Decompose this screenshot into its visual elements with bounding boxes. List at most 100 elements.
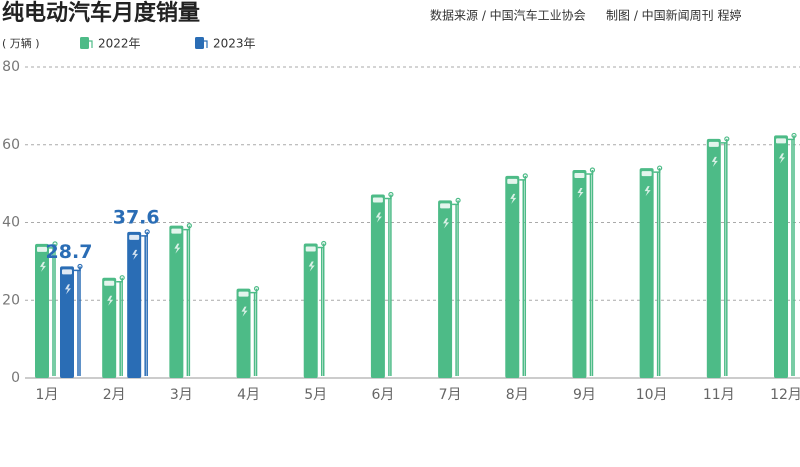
bar-bolt <box>577 188 584 199</box>
y-tick-label: 60 <box>2 137 20 153</box>
bar-cap <box>507 178 518 184</box>
bar-cap <box>708 141 719 147</box>
bar-cap <box>129 234 140 240</box>
bar-tube <box>183 225 191 376</box>
x-tick-label: 12月 <box>770 387 800 403</box>
legend-icon-tube <box>204 40 208 48</box>
bar-cap <box>440 203 451 209</box>
legend-icon <box>80 37 89 49</box>
bar-bolt <box>443 218 450 229</box>
bar-tube <box>49 243 56 376</box>
source: 数据来源 / 中国汽车工业协会 <box>430 8 586 23</box>
bar <box>639 168 654 378</box>
bar-tube <box>250 288 258 376</box>
bar-tube-tip <box>186 223 192 229</box>
bar <box>572 170 587 378</box>
bar-tube <box>788 135 795 376</box>
bar-cap <box>171 228 182 234</box>
bar <box>102 277 117 378</box>
x-tick-label: 8月 <box>506 387 529 403</box>
bar-bolt <box>132 249 139 260</box>
x-tick-label: 5月 <box>304 387 327 403</box>
bar-tube <box>74 266 81 376</box>
bar <box>774 135 788 378</box>
bar <box>706 138 721 378</box>
bar-tube-tip <box>119 275 125 281</box>
chart-title: 纯电动汽车月度销量 <box>2 0 200 26</box>
bar-tube-tip <box>253 285 260 292</box>
x-tick-label: 4月 <box>237 387 260 403</box>
y-axis-label: ( 万辆 ) <box>2 36 40 50</box>
bar <box>60 266 74 378</box>
bar-tube <box>116 277 123 376</box>
value-label: 37.6 <box>113 206 160 228</box>
bar-bolt <box>779 153 785 164</box>
bar-bolt <box>65 284 71 295</box>
bar-cap <box>104 280 115 286</box>
legend-label: 2023年 <box>213 37 256 51</box>
x-tick-label: 9月 <box>573 387 596 403</box>
bar-bolt <box>644 186 651 197</box>
bar-bolt <box>40 261 46 272</box>
bar <box>438 200 453 378</box>
x-tick-label: 6月 <box>371 387 394 403</box>
x-tick-label: 10月 <box>636 387 668 403</box>
bar-bolt <box>308 261 315 272</box>
bar-tube-tip <box>388 191 394 198</box>
bar-tube <box>720 138 728 376</box>
bar-cap <box>305 246 316 252</box>
legend-icon <box>195 37 204 49</box>
bar-tube <box>586 170 594 376</box>
bar-cap <box>372 197 383 203</box>
bar-bolt <box>510 193 517 204</box>
bar-tube <box>653 168 661 376</box>
x-tick-label: 1月 <box>36 387 59 403</box>
legend-label: 2022年 <box>98 37 141 51</box>
bar-tube-tip <box>522 173 528 179</box>
x-tick-label: 7月 <box>439 387 462 403</box>
x-tick-label: 2月 <box>103 387 126 403</box>
bar-cap <box>238 291 249 297</box>
bar-tube <box>384 194 392 376</box>
bar-tube-tip <box>791 132 797 139</box>
bar-cap <box>776 138 786 144</box>
credit: 制图 / 中国新闻周刊 程婷 <box>606 8 742 23</box>
bar <box>169 225 184 378</box>
bar <box>303 243 318 378</box>
bar-tube-tip <box>657 165 663 171</box>
y-tick-label: 80 <box>2 59 20 75</box>
x-tick-label: 11月 <box>703 387 735 403</box>
bar-tube-tip <box>77 263 83 270</box>
bar <box>35 243 49 378</box>
bar-cap <box>641 171 652 177</box>
bar-tube-tip <box>455 197 461 203</box>
bar-cap <box>37 246 47 252</box>
y-tick-label: 0 <box>11 370 20 386</box>
bar-tube <box>141 231 148 376</box>
bar-tube-tip <box>321 240 327 247</box>
bar-cap <box>62 269 72 275</box>
bar-cap <box>574 173 585 179</box>
bar <box>505 175 520 378</box>
y-tick-label: 20 <box>2 292 20 308</box>
bar <box>236 288 251 378</box>
bar-tube <box>317 243 325 376</box>
bar-tube-tip <box>724 136 730 142</box>
bar-bolt <box>375 212 382 223</box>
bar-bolt <box>107 295 114 306</box>
x-tick-label: 3月 <box>170 387 193 403</box>
legend-icon-tube <box>89 40 93 48</box>
bar <box>127 231 142 378</box>
value-label: 28.7 <box>46 241 93 263</box>
bar-tube-tip <box>52 241 58 247</box>
bar <box>370 194 385 378</box>
bar-bolt <box>174 243 181 254</box>
bar-bolt <box>711 156 718 167</box>
bar-tube <box>452 200 459 376</box>
y-tick-label: 40 <box>2 215 20 231</box>
bar-tube-tip <box>144 229 150 235</box>
bar-bolt <box>241 306 248 317</box>
bar-tube <box>519 175 527 376</box>
bar-tube-tip <box>589 167 596 173</box>
